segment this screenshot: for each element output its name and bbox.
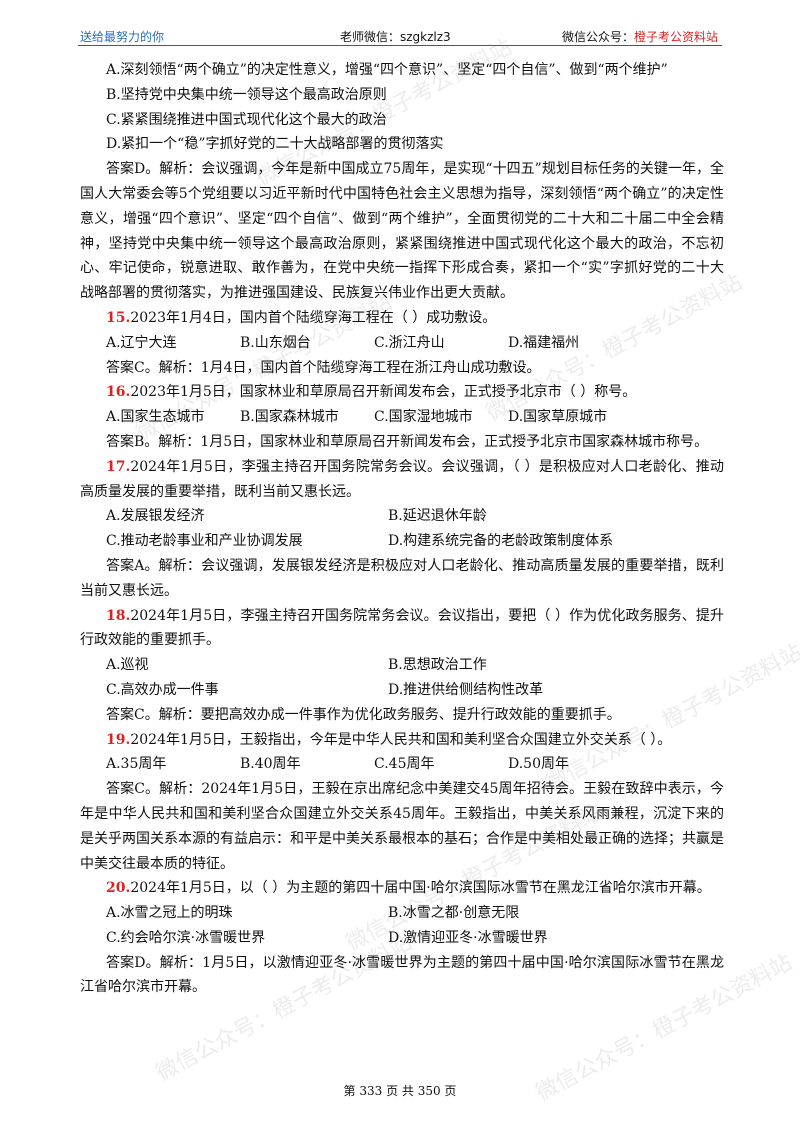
header-account-name: 橙子考公资料站 xyxy=(634,30,719,44)
options-row: C.约会哈尔滨·冰雪暖世界 D.激情迎亚冬·冰雪暖世界 xyxy=(80,926,724,951)
answer-explanation: 答案C。解析：1月4日，国内首个陆缆穿海工程在浙江舟山成功敷设。 xyxy=(106,359,541,376)
question-number: 18. xyxy=(106,607,131,624)
answer-explanation: 答案C。解析：2024年1月5日，王毅在京出席纪念中美建交45周年招待会。王毅在… xyxy=(80,781,724,872)
option-b: B.延迟退休年龄 xyxy=(388,508,487,525)
option-c: C.国家湿地城市 xyxy=(374,409,473,426)
header-account-prefix: 微信公众号： xyxy=(562,30,635,44)
option-c: C.推动老龄事业和产业协调发展 xyxy=(106,533,303,550)
options-row: A.35周年 B.40周年 C.45周年 D.50周年 xyxy=(80,752,724,777)
option-a: A.巡视 xyxy=(106,657,149,674)
question-text: 2024年1月5日，李强主持召开国务院常务会议。会议强调，（ ）是积极应对人口老… xyxy=(80,458,724,500)
question-stem: 16.2023年1月5日，国家林业和草原局召开新闻发布会，正式授予北京市（ ）称… xyxy=(80,380,724,405)
option-b: B.坚持党中央集中统一领导这个最高政治原则 xyxy=(106,86,387,103)
header-divider xyxy=(78,45,722,46)
question-text: 2024年1月5日，王毅指出，今年是中华人民共和国和美利坚合众国建立外交关系（ … xyxy=(130,731,672,748)
option-d: D.国家草原城市 xyxy=(508,409,608,426)
option-d: D.构建系统完备的老龄政策制度体系 xyxy=(388,533,614,550)
question-number: 16. xyxy=(106,384,131,401)
option-a: A.发展银发经济 xyxy=(106,508,205,525)
options-row: C.推动老龄事业和产业协调发展 D.构建系统完备的老龄政策制度体系 xyxy=(80,529,724,554)
option-b: B.冰雪之都·创意无限 xyxy=(388,905,520,922)
option-b: B.40周年 xyxy=(240,756,301,773)
question-stem: 18.2024年1月5日，李强主持召开国务院常务会议。会议指出，要把（ ）作为优… xyxy=(80,604,724,654)
options-row: C.高效办成一件事 D.推进供给侧结构性改革 xyxy=(80,678,724,703)
answer-explanation: 答案D。解析：1月5日，以激情迎亚冬·冰雪暖世界为主题的第四十届中国·哈尔滨国际… xyxy=(80,954,724,996)
option-d: D.推进供给侧结构性改革 xyxy=(388,681,544,698)
option-a: A.辽宁大连 xyxy=(106,334,177,351)
options-row: A.巡视 B.思想政治工作 xyxy=(80,653,724,678)
options-row: A.冰雪之冠上的明珠 B.冰雪之都·创意无限 xyxy=(80,901,724,926)
page-header: 送给最努力的你 老师微信：szgkzlz3 微信公众号：橙子考公资料站 xyxy=(0,0,800,48)
option-b: B.思想政治工作 xyxy=(388,657,487,674)
question-text: 2023年1月5日，国家林业和草原局召开新闻发布会，正式授予北京市（ ）称号。 xyxy=(130,384,637,401)
question-text: 2024年1月5日，以（ ）为主题的第四十届中国·哈尔滨国际冰雪节在黑龙江省哈尔… xyxy=(130,880,711,897)
question-number: 19. xyxy=(106,731,131,748)
header-slogan: 送给最努力的你 xyxy=(80,30,165,44)
option-c: C.紧紧围绕推进中国式现代化这个最大的政治 xyxy=(106,111,387,128)
option-d: D.50周年 xyxy=(508,756,569,773)
answer-explanation: 答案C。解析：要把高效办成一件事作为优化政务服务、提升行政效能的重要抓手。 xyxy=(106,706,621,723)
option-d: D.福建福州 xyxy=(508,334,580,351)
question-text: 2024年1月5日，李强主持召开国务院常务会议。会议指出，要把（ ）作为优化政务… xyxy=(80,607,724,649)
answer-explanation: 答案A。解析：会议强调，发展银发经济是积极应对人口老龄化、推动高质量发展的重要举… xyxy=(80,557,724,599)
question-text: 2023年1月4日，国内首个陆缆穿海工程在（ ）成功敷设。 xyxy=(130,309,497,326)
options-row: A.发展银发经济 B.延迟退休年龄 xyxy=(80,504,724,529)
question-stem: 20.2024年1月5日，以（ ）为主题的第四十届中国·哈尔滨国际冰雪节在黑龙江… xyxy=(80,876,724,901)
options-row: A.国家生态城市 B.国家森林城市 C.国家湿地城市 D.国家草原城市 xyxy=(80,405,724,430)
question-number: 15. xyxy=(106,309,131,326)
option-c: C.约会哈尔滨·冰雪暖世界 xyxy=(106,929,266,946)
option-b: B.山东烟台 xyxy=(240,334,311,351)
option-d: D.紧扣一个“稳”字抓好党的二十大战略部署的贯彻落实 xyxy=(106,136,444,153)
option-c: C.高效办成一件事 xyxy=(106,681,219,698)
header-official-account: 微信公众号：橙子考公资料站 xyxy=(562,28,718,45)
header-teacher-wechat: 老师微信：szgkzlz3 xyxy=(340,30,451,44)
option-c: C.浙江舟山 xyxy=(374,334,445,351)
option-a: A.冰雪之冠上的明珠 xyxy=(106,905,233,922)
answer-explanation: 答案D。解析：会议强调，今年是新中国成立75周年，是实现“十四五”规划目标任务的… xyxy=(80,161,724,302)
option-b: B.国家森林城市 xyxy=(240,409,339,426)
question-stem: 19.2024年1月5日，王毅指出，今年是中华人民共和国和美利坚合众国建立外交关… xyxy=(80,728,724,753)
question-stem: 15.2023年1月4日，国内首个陆缆穿海工程在（ ）成功敷设。 xyxy=(80,306,724,331)
option-c: C.45周年 xyxy=(374,756,435,773)
question-number: 17. xyxy=(106,458,131,475)
question-number: 20. xyxy=(106,880,131,897)
option-a: A.国家生态城市 xyxy=(106,409,205,426)
question-stem: 17.2024年1月5日，李强主持召开国务院常务会议。会议强调，（ ）是积极应对… xyxy=(80,455,724,505)
page-number: 第 333 页 共 350 页 xyxy=(343,1084,457,1098)
answer-explanation: 答案B。解析：1月5日，国家林业和草原局召开新闻发布会，正式授予北京市国家森林城… xyxy=(106,433,709,450)
option-a: A.35周年 xyxy=(106,756,167,773)
option-a: A.深刻领悟“两个确立”的决定性意义，增强“四个意识”、坚定“四个自信”、做到“… xyxy=(106,62,668,78)
option-d: D.激情迎亚冬·冰雪暖世界 xyxy=(388,929,548,946)
options-row: A.辽宁大连 B.山东烟台 C.浙江舟山 D.福建福州 xyxy=(80,331,724,356)
page-content: A.深刻领悟“两个确立”的决定性意义，增强“四个意识”、坚定“四个自信”、做到“… xyxy=(80,58,724,1000)
